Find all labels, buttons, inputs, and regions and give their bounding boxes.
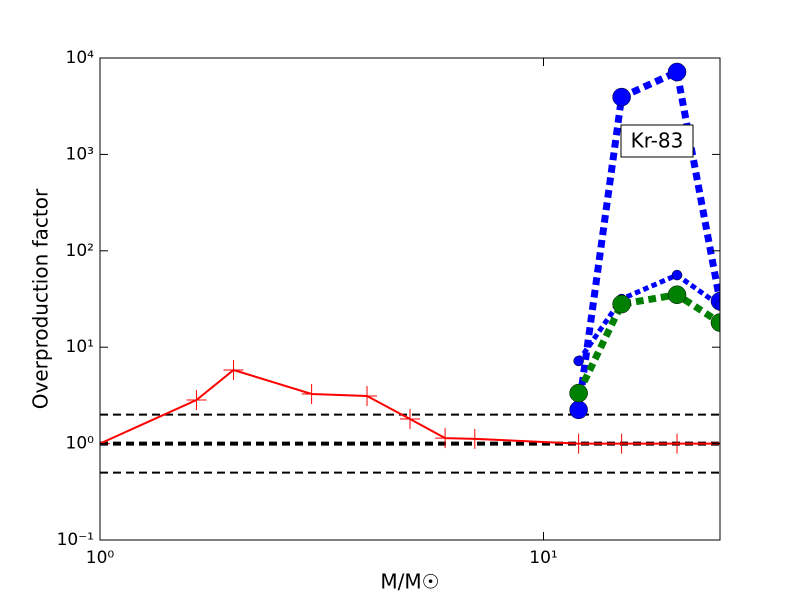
y-tick-label: 10⁰ <box>66 434 95 454</box>
point-marker <box>612 294 631 314</box>
y-axis-label: Overproduction factor <box>29 188 53 409</box>
y-tick-label: 10³ <box>66 144 94 164</box>
point-marker <box>464 428 485 449</box>
annotation-group: Kr-83 <box>620 124 694 158</box>
point-marker <box>569 400 588 420</box>
y-tick-label: 10⁴ <box>66 48 95 68</box>
plot-area <box>100 62 720 474</box>
x-tick-label: 10¹ <box>529 548 557 568</box>
point-marker <box>612 87 631 107</box>
series-line <box>575 291 720 395</box>
point-marker <box>667 285 687 305</box>
x-axis-label: M/M☉ <box>380 570 439 594</box>
series-line <box>576 272 720 363</box>
point-marker <box>301 383 322 404</box>
x-tick-label: 10⁰ <box>86 548 115 568</box>
point-marker <box>400 408 420 429</box>
point-marker <box>569 383 588 403</box>
point-marker <box>573 355 584 367</box>
point-marker <box>357 385 378 406</box>
point-marker <box>435 428 456 449</box>
y-tick-label: 10⁻¹ <box>57 530 94 550</box>
y-tick-label: 10² <box>66 241 94 261</box>
y-tick-label: 10¹ <box>66 337 94 357</box>
point-marker <box>671 269 683 281</box>
point-marker <box>714 300 720 311</box>
annotation: Kr-83 <box>631 129 684 153</box>
annotation-box <box>620 124 694 158</box>
point-marker <box>611 433 632 454</box>
point-marker <box>186 390 207 411</box>
point-marker <box>568 433 589 454</box>
series-line <box>575 66 720 411</box>
point-marker <box>710 313 720 332</box>
frame <box>99 57 721 541</box>
point-marker <box>667 433 688 454</box>
point-marker <box>223 360 244 381</box>
point-marker <box>667 62 687 82</box>
